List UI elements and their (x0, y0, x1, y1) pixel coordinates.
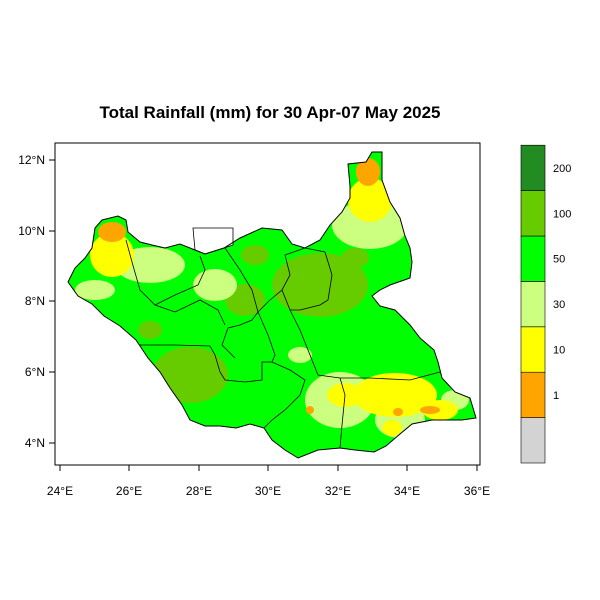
map-title: Total Rainfall (mm) for 30 Apr-07 May 20… (99, 103, 440, 122)
x-tick-label: 26°E (116, 484, 142, 498)
y-axis-labels: 4°N 6°N 8°N 10°N 12°N (18, 153, 45, 450)
x-tick-label: 32°E (325, 484, 351, 498)
country-outline (67, 151, 477, 459)
legend-label: 30 (553, 299, 565, 311)
x-tick-label: 34°E (394, 484, 420, 498)
legend-label: 1 (553, 390, 559, 402)
x-tick-label: 28°E (186, 484, 212, 498)
legend-label: 200 (553, 163, 571, 175)
y-tick-label: 12°N (18, 153, 45, 167)
state-boundaries (125, 239, 441, 449)
x-axis-labels: 24°E 26°E 28°E 30°E 32°E 34°E 36°E (47, 484, 490, 498)
legend-swatch (520, 281, 546, 328)
legend-colorbar: 1 10 30 50 100 200 (520, 144, 571, 464)
y-tick-label: 10°N (18, 224, 45, 238)
legend-swatch (520, 235, 546, 282)
y-tick-label: 4°N (25, 436, 45, 450)
legend-swatch (520, 326, 546, 373)
legend-label: 100 (553, 208, 571, 220)
legend-swatch (520, 417, 546, 464)
x-tick-label: 36°E (464, 484, 490, 498)
legend-label: 10 (553, 345, 565, 357)
y-tick-label: 8°N (25, 294, 45, 308)
legend-swatch (520, 190, 546, 237)
axis-ticks (49, 159, 478, 471)
legend-label: 50 (553, 254, 565, 266)
x-tick-label: 30°E (255, 484, 281, 498)
y-tick-label: 6°N (25, 365, 45, 379)
x-tick-label: 24°E (47, 484, 73, 498)
legend-swatch (520, 371, 546, 418)
legend-swatch (520, 144, 546, 191)
